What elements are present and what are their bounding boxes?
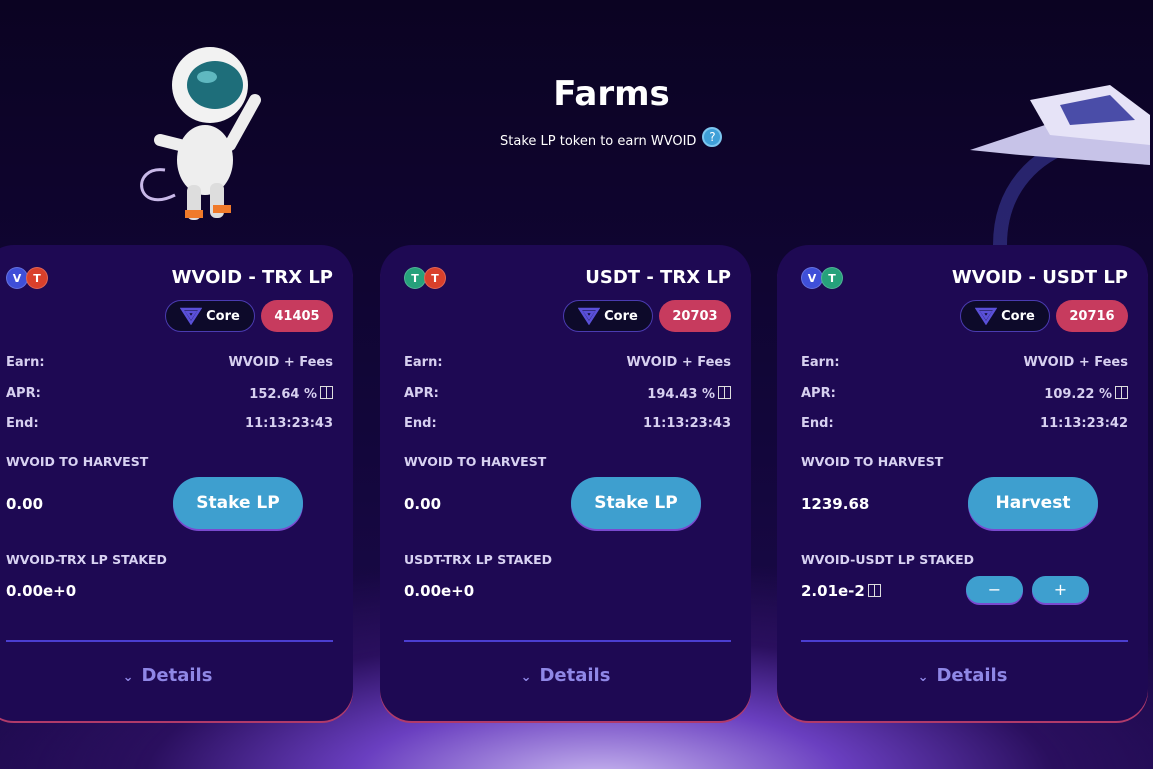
harvest-label: WVOID TO HARVEST bbox=[6, 454, 149, 469]
harvest-label: WVOID TO HARVEST bbox=[801, 454, 944, 469]
token-logo-icon: T bbox=[404, 267, 426, 289]
chevron-down-icon: ⌄ bbox=[520, 670, 532, 685]
staked-label: WVOID-TRX LP STAKED bbox=[6, 552, 167, 567]
stake-more-button[interactable]: + bbox=[1032, 576, 1089, 603]
core-label: Core bbox=[604, 308, 638, 324]
astronaut-illustration bbox=[140, 47, 261, 220]
details-label: Details bbox=[936, 665, 1008, 686]
multiplier-badge: 41405 bbox=[261, 300, 333, 332]
staked-amount: 0.00e+0 bbox=[6, 582, 77, 600]
apr-value: 194.43 % bbox=[647, 387, 715, 402]
core-logo-icon bbox=[578, 307, 601, 325]
staked-label: USDT-TRX LP STAKED bbox=[404, 552, 553, 567]
core-badge: Core bbox=[960, 300, 1050, 332]
details-label: Details bbox=[539, 665, 611, 686]
multiplier-badge: 20716 bbox=[1056, 300, 1128, 332]
calculator-icon[interactable] bbox=[1115, 386, 1128, 399]
apr-label: APR: bbox=[404, 386, 439, 401]
end-label: End: bbox=[404, 416, 437, 431]
core-badge: Core bbox=[563, 300, 653, 332]
token-logo-icon: T bbox=[26, 267, 48, 289]
apr-label: APR: bbox=[6, 386, 41, 401]
earn-label: Earn: bbox=[801, 355, 840, 370]
chevron-down-icon: ⌄ bbox=[917, 670, 929, 685]
core-label: Core bbox=[1001, 308, 1035, 324]
earn-value: WVOID + Fees bbox=[1023, 355, 1128, 370]
farm-name: USDT - TRX LP bbox=[585, 267, 731, 288]
calculator-icon[interactable] bbox=[867, 584, 881, 597]
end-value: 11:13:23:42 bbox=[1040, 416, 1128, 431]
details-label: Details bbox=[141, 665, 213, 686]
harvest-amount: 0.00 bbox=[404, 495, 442, 513]
divider bbox=[801, 640, 1128, 642]
page-subtitle: Stake LP token to earn WVOID? bbox=[500, 126, 723, 149]
core-label: Core bbox=[206, 308, 240, 324]
stake-lp-button[interactable]: Stake LP bbox=[173, 477, 303, 529]
subtitle-text: Stake LP token to earn WVOID bbox=[500, 134, 697, 149]
token-logo-icon: V bbox=[801, 267, 823, 289]
apr-value: 152.64 % bbox=[249, 387, 317, 402]
harvest-label: WVOID TO HARVEST bbox=[404, 454, 547, 469]
harvest-amount: 1239.68 bbox=[801, 495, 870, 513]
staked-amount: 0.00e+0 bbox=[404, 582, 475, 600]
unstake-button[interactable]: − bbox=[966, 576, 1023, 603]
details-toggle[interactable]: ⌄ Details bbox=[777, 665, 1148, 686]
staked-amount: 2.01e-2 bbox=[801, 582, 865, 600]
end-label: End: bbox=[6, 416, 39, 431]
chevron-down-icon: ⌄ bbox=[122, 670, 134, 685]
help-icon[interactable]: ? bbox=[702, 126, 723, 147]
farm-name: WVOID - TRX LP bbox=[171, 267, 333, 288]
staked-label: WVOID-USDT LP STAKED bbox=[801, 552, 975, 567]
multiplier-badge: 20703 bbox=[659, 300, 731, 332]
token-logo-icon: T bbox=[821, 267, 843, 289]
core-logo-icon bbox=[180, 307, 203, 325]
apr-label: APR: bbox=[801, 386, 836, 401]
details-toggle[interactable]: ⌄ Details bbox=[0, 665, 353, 686]
earn-value: WVOID + Fees bbox=[626, 355, 731, 370]
harvest-amount: 0.00 bbox=[6, 495, 44, 513]
end-value: 11:13:23:43 bbox=[643, 416, 731, 431]
farm-name: WVOID - USDT LP bbox=[951, 267, 1128, 288]
earn-label: Earn: bbox=[6, 355, 45, 370]
earn-label: Earn: bbox=[404, 355, 443, 370]
apr-value: 109.22 % bbox=[1044, 387, 1112, 402]
token-logo-icon: T bbox=[424, 267, 446, 289]
calculator-icon[interactable] bbox=[320, 386, 333, 399]
details-toggle[interactable]: ⌄ Details bbox=[380, 665, 751, 686]
end-label: End: bbox=[801, 416, 834, 431]
end-value: 11:13:23:43 bbox=[245, 416, 333, 431]
divider bbox=[404, 640, 731, 642]
earn-value: WVOID + Fees bbox=[228, 355, 333, 370]
stake-lp-button[interactable]: Stake LP bbox=[571, 477, 701, 529]
page-title: Farms bbox=[553, 74, 670, 114]
core-logo-icon bbox=[975, 307, 998, 325]
harvest-button[interactable]: Harvest bbox=[968, 477, 1098, 529]
divider bbox=[6, 640, 333, 642]
token-logo-icon: V bbox=[6, 267, 28, 289]
core-badge: Core bbox=[165, 300, 255, 332]
calculator-icon[interactable] bbox=[718, 386, 731, 399]
spaceship-illustration bbox=[970, 85, 1150, 245]
